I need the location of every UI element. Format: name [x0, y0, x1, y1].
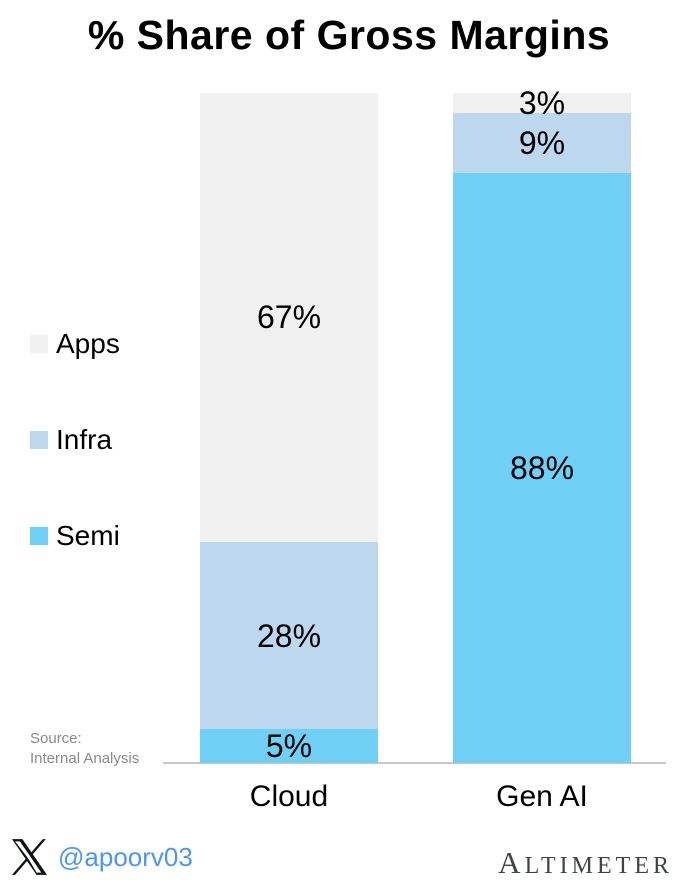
segment-value-label: 5% — [265, 728, 313, 765]
segment-semi-cloud: 5% — [200, 729, 378, 763]
bar-cloud: 67% 28% 5% — [200, 93, 378, 763]
legend-item-semi: Semi — [30, 520, 120, 551]
plot-area: 67% 28% 5% Cloud 3% 9% 88% Gen AI — [0, 87, 698, 813]
segment-value-label: 3% — [518, 85, 566, 122]
altimeter-logo: ALTIMETER — [498, 845, 673, 880]
x-handle-link[interactable]: @apoorv03 — [58, 842, 193, 872]
source-line-2: Internal Analysis — [30, 749, 140, 767]
category-label-cloud: Cloud — [249, 780, 329, 813]
legend-label-semi: Semi — [56, 520, 120, 551]
legend-item-apps: Apps — [30, 328, 120, 359]
legend-label-infra: Infra — [56, 424, 113, 455]
segment-value-label: 67% — [256, 299, 322, 336]
source-line-1: Source: — [30, 730, 82, 747]
segment-infra-gen-ai: 9% — [453, 113, 631, 174]
x-axis-baseline — [163, 762, 666, 764]
legend-item-infra: Infra — [30, 424, 113, 455]
segment-apps-cloud: 67% — [200, 93, 378, 542]
segment-value-label: 9% — [518, 125, 566, 162]
x-logo-icon — [12, 839, 47, 875]
legend-label-apps: Apps — [56, 328, 120, 359]
bar-gen-ai: 3% 9% 88% — [453, 87, 631, 763]
segment-value-label: 88% — [509, 450, 575, 487]
legend-swatch-apps-icon — [30, 335, 48, 353]
legend-swatch-semi-icon — [30, 527, 48, 545]
category-label-gen-ai: Gen AI — [496, 780, 588, 813]
legend-swatch-infra-icon — [30, 431, 48, 449]
source-note: Source: Internal Analysis — [30, 729, 139, 768]
segment-apps-gen-ai: 3% — [453, 87, 631, 119]
segment-value-label: 28% — [256, 617, 322, 654]
chart-title: % Share of Gross Margins — [87, 12, 611, 58]
segment-semi-gen-ai: 88% — [453, 173, 631, 763]
segment-infra-cloud: 28% — [200, 541, 378, 730]
